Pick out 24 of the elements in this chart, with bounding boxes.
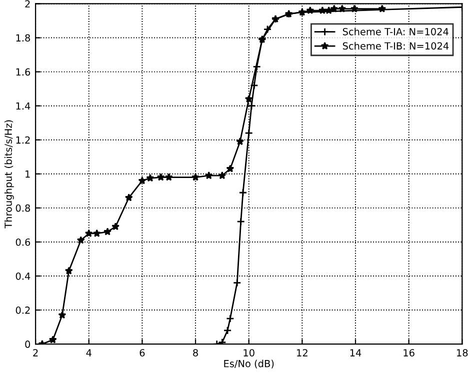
x-axis-title: Es/No (dB) (224, 360, 274, 368)
y-axis-title: Throughput (bits/s/Hz) (4, 120, 14, 228)
legend-label: Scheme T-IA: N=1024 (342, 28, 448, 36)
x-tick-label: 6 (140, 349, 145, 356)
y-tick-label: 0 (25, 340, 30, 348)
legend-label: Scheme T-IB: N=1024 (342, 42, 449, 50)
y-tick-label: 0.4 (16, 272, 30, 280)
y-tick-label: 0.8 (16, 204, 30, 212)
y-tick-label: 0.6 (16, 238, 30, 246)
x-tick-label: 12 (297, 349, 308, 356)
x-tick-label: 18 (457, 349, 468, 356)
y-tick-label: 1 (26, 170, 30, 178)
y-tick-label: 1.2 (16, 136, 30, 144)
x-tick-label: 14 (350, 349, 362, 356)
x-tick-label: 10 (244, 349, 254, 356)
x-tick-label: 4 (86, 349, 92, 356)
y-tick-label: 1.8 (16, 34, 30, 42)
y-tick-label: 1.4 (16, 102, 30, 110)
y-tick-label: 1.6 (16, 68, 30, 76)
x-tick-label: 8 (193, 349, 198, 356)
x-tick-label: 16 (404, 349, 414, 356)
y-tick-label: 0.2 (16, 306, 30, 314)
y-tick-label: 2 (25, 0, 30, 8)
x-tick-label: 2 (33, 349, 38, 356)
